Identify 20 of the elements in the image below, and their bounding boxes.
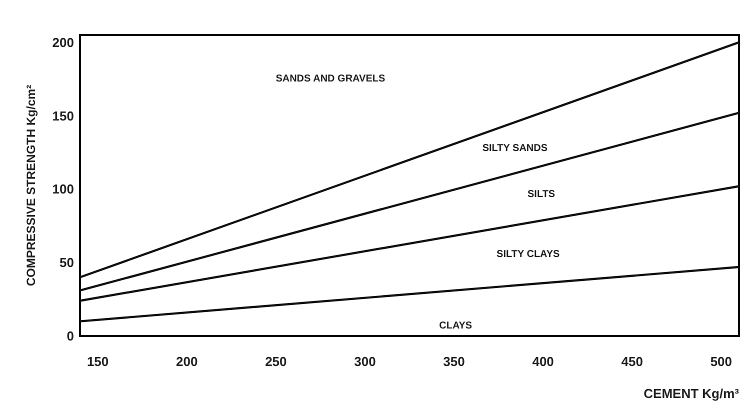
x-tick-label: 400 [532,354,554,369]
x-tick-label: 350 [443,354,465,369]
x-tick-label: 150 [86,354,109,369]
annotation: SILTY SANDS [482,143,548,154]
x-axis-title: CEMENT Kg/m³ [644,386,740,401]
y-tick-label: 100 [52,182,74,197]
x-tick-label: 200 [176,354,198,369]
y-tick-label: 50 [60,255,74,270]
annotation: SILTS [528,188,556,200]
y-tick-label: 150 [52,108,74,124]
y-tick-label: 200 [52,34,74,50]
y-axis-title: COMPRESSIVE STRENGTH Kg/cm² [24,84,38,286]
annotation: SANDS AND GRAVELS [276,73,386,84]
x-tick-label: 500 [710,354,732,369]
y-tick-label: 0 [66,328,74,344]
x-tick-label: 300 [354,354,376,369]
annotation: SILTY CLAYS [496,249,560,260]
x-tick-label: 250 [265,354,287,369]
x-tick-label: 450 [621,354,643,369]
annotation: CLAYS [439,320,472,332]
